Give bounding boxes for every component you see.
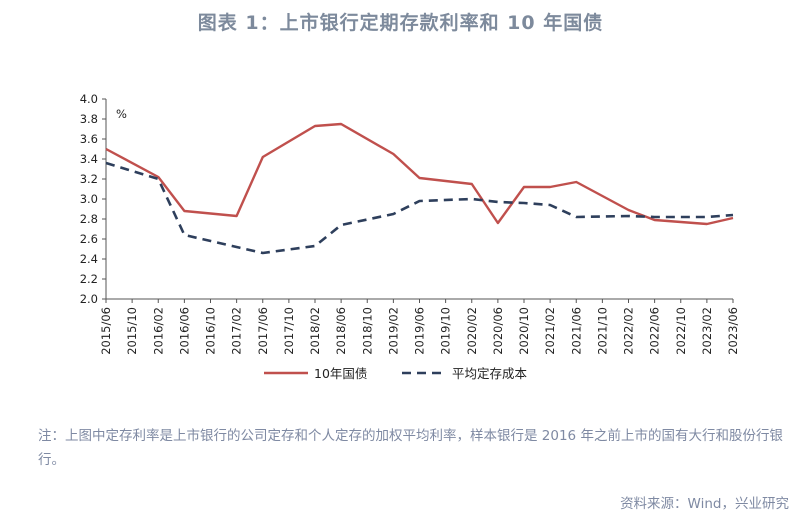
x-tick-label: 2020/02 (465, 307, 479, 355)
series-line-0 (105, 122, 734, 226)
y-tick-label: 2.2 (80, 272, 98, 286)
y-tick-label: 3.0 (80, 192, 98, 206)
chart-note: 注：上图中定存利率是上市银行的公司定存和个人定存的加权平均利率，样本银行是 20… (38, 428, 783, 468)
x-tick-label: 2022/10 (674, 307, 688, 355)
x-tick-label: 2016/10 (204, 307, 218, 355)
y-tick-label: 2.6 (80, 232, 98, 246)
x-tick-label: 2015/06 (99, 307, 113, 355)
y-tick-label: 3.4 (80, 152, 98, 166)
y-tick-label: 4.0 (80, 92, 98, 106)
x-tick-label: 2019/02 (386, 307, 400, 355)
x-tick-label: 2017/06 (256, 307, 270, 355)
x-tick-label: 2016/02 (151, 307, 165, 355)
y-tick-label: 3.2 (80, 172, 98, 186)
y-unit-label: % (116, 107, 127, 121)
series-line-1 (105, 161, 734, 255)
y-tick-label: 2.0 (80, 292, 98, 306)
x-axis-ticks: 2015/06 2015/10 2016/02 2016/06 2016/10 2017/… (99, 299, 740, 355)
x-tick-label: 2016/06 (177, 307, 191, 355)
series-group (105, 122, 734, 255)
x-tick-label: 2020/06 (491, 307, 505, 355)
legend-label-0: 10年国债 (314, 366, 367, 381)
x-tick-label: 2018/06 (334, 307, 348, 355)
y-tick-label: 3.6 (80, 132, 98, 146)
y-tick-label: 2.8 (80, 212, 98, 226)
legend: 10年国债 平均定存成本 (264, 366, 528, 381)
y-tick-label: 3.8 (80, 112, 98, 126)
source-text: 资料来源：Wind，兴业研究 (620, 496, 789, 512)
x-tick-label: 2019/06 (413, 307, 427, 355)
x-tick-label: 2023/06 (726, 307, 740, 355)
x-tick-label: 2018/10 (360, 307, 374, 355)
x-tick-label: 2021/10 (595, 307, 609, 355)
x-tick-label: 2018/02 (308, 307, 322, 355)
legend-label-1: 平均定存成本 (452, 366, 528, 381)
x-tick-label: 2017/02 (230, 307, 244, 355)
axes (105, 99, 733, 300)
chart-title: 图表 1：上市银行定期存款利率和 10 年国债 (197, 12, 604, 34)
y-tick-label: 2.4 (80, 252, 98, 266)
x-tick-label: 2021/06 (569, 307, 583, 355)
x-tick-label: 2023/02 (700, 307, 714, 355)
x-tick-label: 2022/02 (622, 307, 636, 355)
x-tick-label: 2020/10 (517, 307, 531, 355)
x-tick-label: 2021/02 (543, 307, 557, 355)
y-axis-ticks: 4.0 3.8 3.6 3.4 3.2 3.0 2.8 2.6 2.4 2.2 2.0 (80, 92, 106, 306)
x-tick-label: 2015/10 (125, 307, 139, 355)
x-tick-label: 2019/10 (439, 307, 453, 355)
x-tick-label: 2022/06 (648, 307, 662, 355)
x-tick-label: 2017/10 (282, 307, 296, 355)
